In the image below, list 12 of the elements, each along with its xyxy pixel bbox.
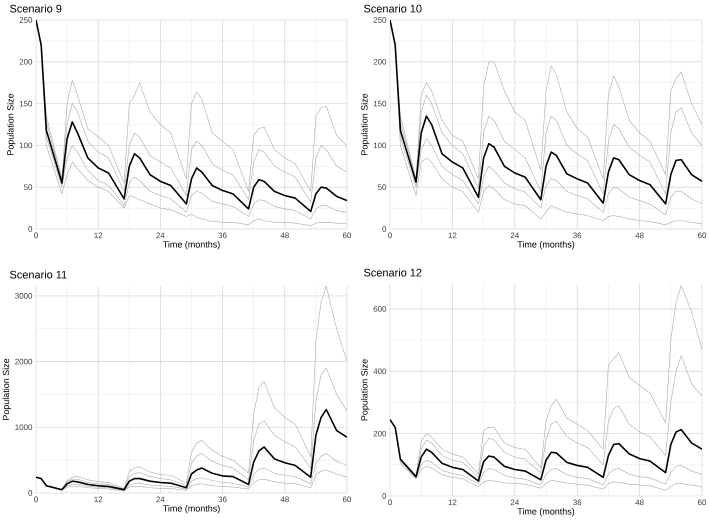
x-axis-title: Time (months) — [517, 508, 574, 516]
y-axis-title: Population Size — [360, 359, 370, 420]
y-axis-title: Population Size — [2, 358, 11, 420]
x-axis-title: Time (months) — [517, 240, 574, 250]
x-axis-title: Time (months) — [162, 240, 220, 250]
chart-title: Scenario 11 — [10, 270, 67, 278]
chart-title: Scenario 12 — [364, 268, 422, 277]
y-axis-title: Population Size — [360, 94, 370, 155]
chart-title: Scenario 10 — [364, 4, 422, 12]
y-axis-title: Population Size — [6, 94, 16, 155]
chart-title: Scenario 9 — [10, 4, 62, 12]
x-axis-title: Time (months) — [162, 505, 220, 514]
